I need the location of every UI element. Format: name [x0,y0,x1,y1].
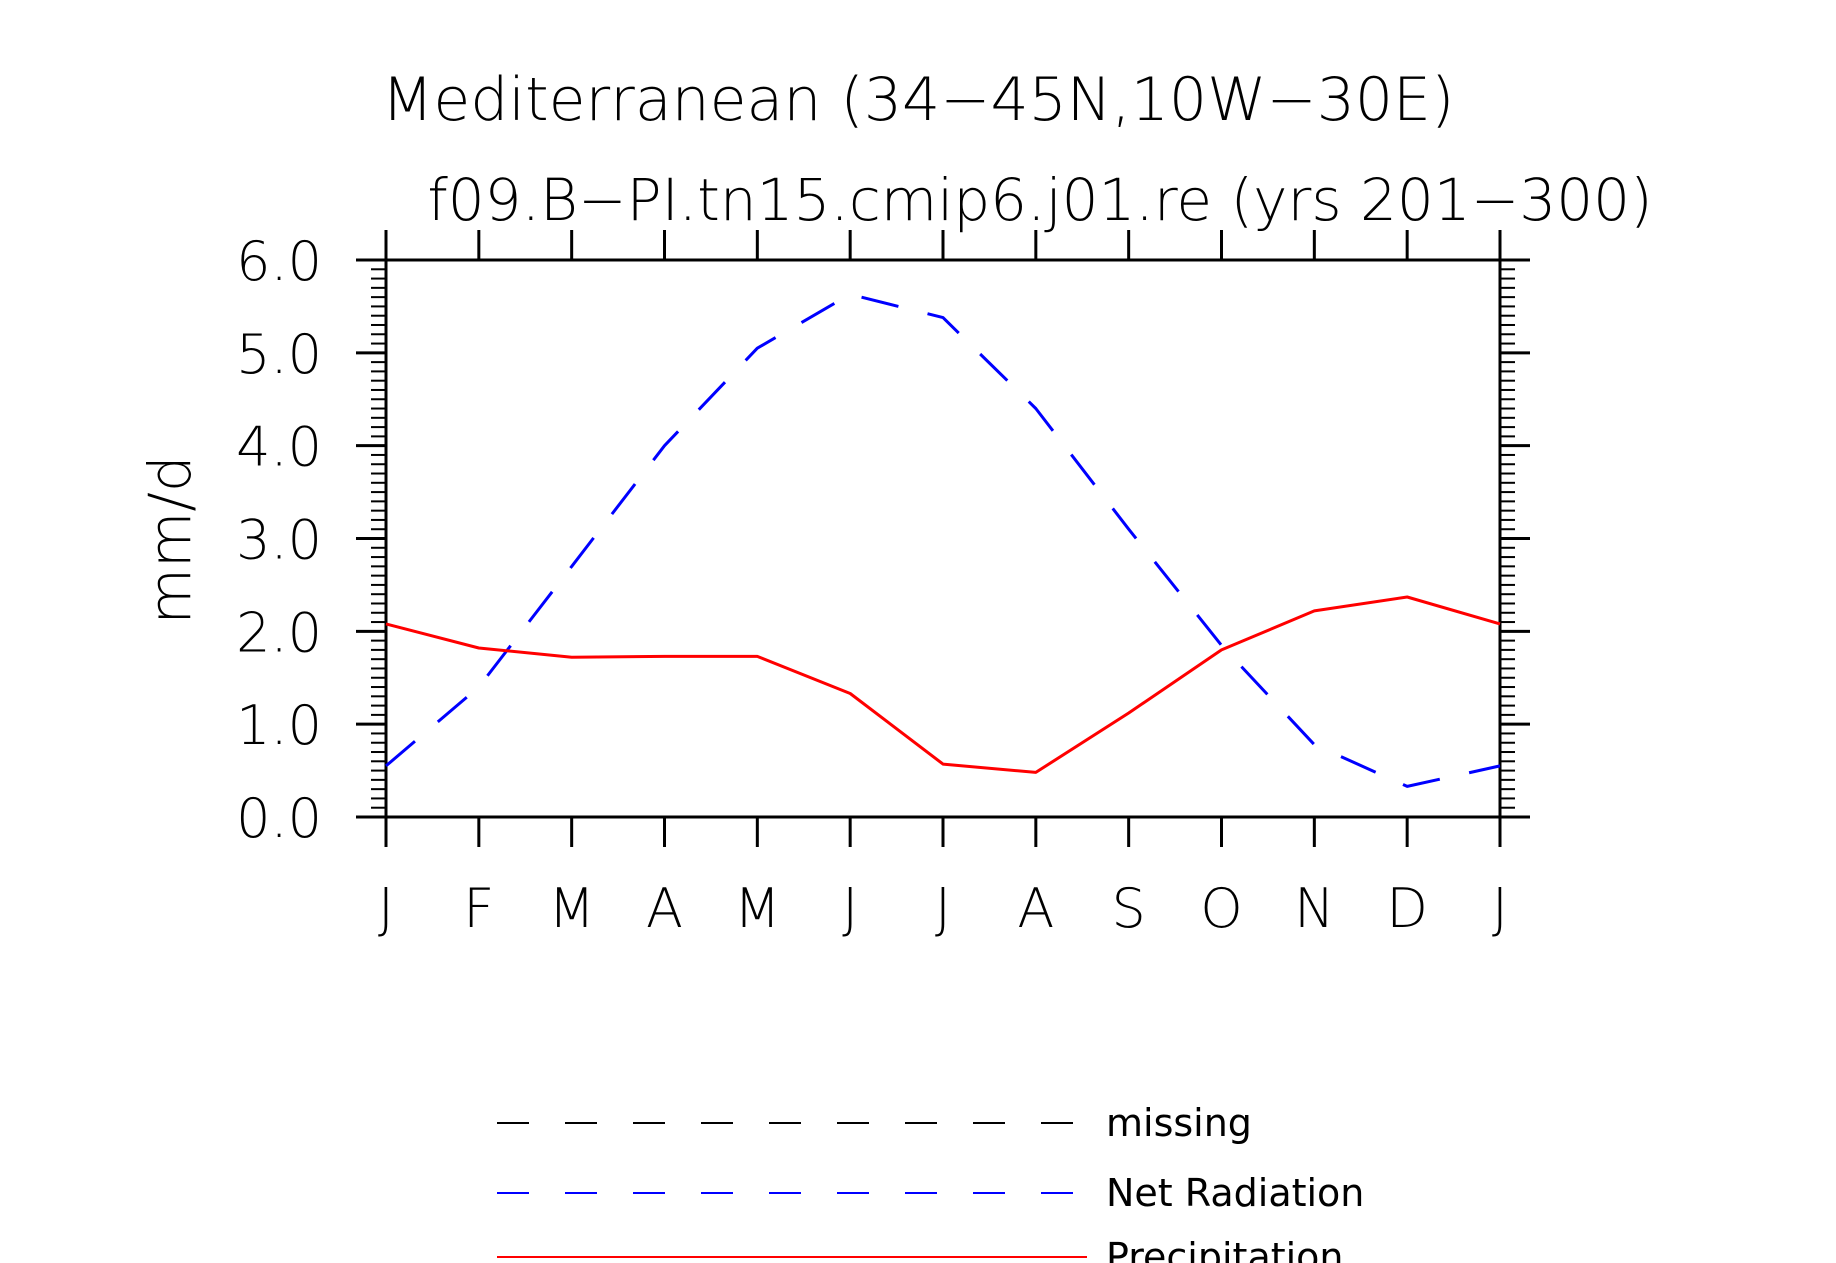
legend-label-net-radiation: Net Radiation [1106,1171,1364,1215]
x-tick-label: M [548,877,595,940]
x-tick-label: M [734,877,781,940]
plot-area: 0.01.02.03.04.05.06.0J F M A M J J A S O N D J [236,230,1530,940]
y-tick-label: 3.0 [236,509,322,572]
x-tick-label: J [378,877,394,940]
x-tick-label: O [1200,877,1243,940]
legend-label-precipitation: Precipitation [1106,1235,1344,1263]
x-tick-label: A [1017,877,1054,940]
x-tick-label: J [842,877,858,940]
legend-label-missing: missing [1106,1101,1252,1145]
plot-frame [384,258,1502,819]
series-line-precipitation [385,595,1501,774]
y-tick-label: 0.0 [236,787,322,850]
x-tick-label: S [1112,877,1146,940]
x-tick-label: J [1492,877,1508,940]
y-tick-label: 5.0 [236,323,322,386]
x-tick-label: J [935,877,951,940]
x-tick-label: D [1386,877,1428,940]
y-axis-label: mm/d [136,455,204,624]
y-tick-label: 6.0 [236,230,322,293]
chart-title: Mediterranean (34−45N,10W−30E) [382,65,1455,135]
x-tick-label: F [463,877,494,940]
legend: missing Net Radiation Precipitation [497,1101,1364,1263]
series-line-net-radiation [385,292,1501,788]
x-tick-label: N [1294,877,1334,940]
x-tick-label: A [646,877,683,940]
y-tick-label: 4.0 [236,416,322,479]
chart-subtitle: f09.B−PI.tn15.cmip6.j01.re (yrs 201−300) [427,166,1652,234]
y-tick-label: 1.0 [236,694,322,757]
y-tick-label: 2.0 [236,601,322,664]
